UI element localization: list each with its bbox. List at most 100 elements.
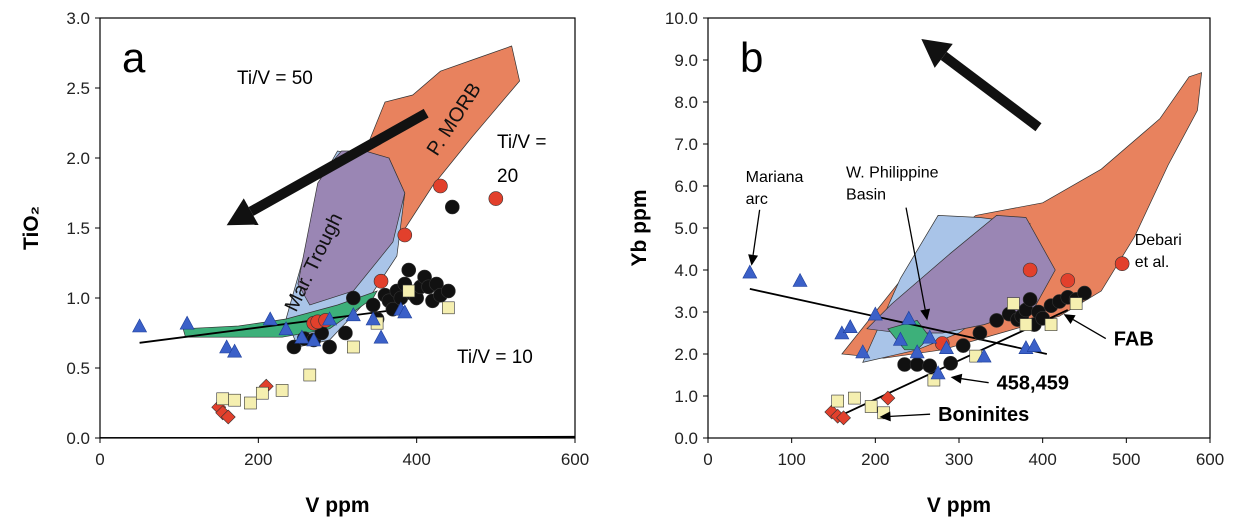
- annotation-arrow: [890, 414, 930, 416]
- data-point-triangle: [180, 316, 194, 329]
- data-point-square: [256, 387, 268, 399]
- y-tick-label: 5.0: [674, 219, 698, 238]
- plot-area: [743, 73, 1202, 425]
- data-point-circle: [445, 200, 459, 214]
- x-tick-label: 200: [244, 450, 272, 469]
- data-point-circle: [910, 358, 924, 372]
- x-tick-label: 0: [703, 450, 712, 469]
- y-tick-label: 0.0: [66, 429, 90, 448]
- data-point-circle: [489, 192, 503, 206]
- x-tick-label: 600: [561, 450, 589, 469]
- annotation-arrow-head: [748, 254, 758, 266]
- data-point-square: [832, 395, 844, 407]
- y-tick-label: 2.5: [66, 79, 90, 98]
- data-point-circle: [923, 359, 937, 373]
- panel-b: 0 100 200 300 400 500 600 0.0 1.0 2.0 3.0 4.0 5.0 6.0…: [628, 9, 1224, 517]
- y-tick-label: 1.0: [674, 387, 698, 406]
- data-point-square: [442, 302, 454, 314]
- data-point-triangle: [133, 319, 147, 332]
- y-axis-label: TiO₂: [20, 206, 43, 250]
- data-point-circle: [441, 284, 455, 298]
- plot-area: [100, 46, 575, 438]
- data-point-circle: [944, 356, 958, 370]
- annotation-label-line2: et al.: [1135, 254, 1170, 271]
- data-point-square: [1070, 298, 1082, 310]
- x-tick-label: 500: [1112, 450, 1140, 469]
- data-point-square: [276, 384, 288, 396]
- data-point-square: [217, 393, 229, 405]
- data-point-square: [244, 397, 256, 409]
- data-point-square: [304, 369, 316, 381]
- data-point-circle: [1023, 263, 1037, 277]
- y-tick-label: 10.0: [665, 9, 698, 28]
- data-point-square: [1020, 319, 1032, 331]
- data-point-square: [848, 392, 860, 404]
- data-point-circle: [433, 179, 447, 193]
- data-point-circle: [1115, 257, 1129, 271]
- y-tick-label: 3.0: [674, 303, 698, 322]
- data-point-square: [403, 285, 415, 297]
- data-point-square: [1007, 298, 1019, 310]
- panel-label: b: [740, 34, 763, 81]
- y-tick-label: 6.0: [674, 177, 698, 196]
- data-point-circle: [402, 263, 416, 277]
- y-tick-label: 4.0: [674, 261, 698, 280]
- y-tick-label: 3.0: [66, 9, 90, 28]
- annotation-arrow-head: [951, 374, 963, 384]
- annotation-arrow: [1073, 320, 1106, 339]
- data-point-circle: [990, 313, 1004, 327]
- data-point-triangle: [1027, 339, 1041, 352]
- annotation-arrow: [962, 379, 989, 383]
- annotation-label: 458,459: [997, 373, 1069, 395]
- x-tick-label: 400: [1028, 450, 1056, 469]
- x-tick-label: 200: [861, 450, 889, 469]
- data-point-circle: [346, 291, 360, 305]
- y-tick-label: 1.5: [66, 219, 90, 238]
- ratio-label-20-value: 20: [497, 166, 518, 187]
- data-point-triangle: [743, 265, 757, 278]
- y-tick-label: 8.0: [674, 93, 698, 112]
- y-tick-label: 2.0: [674, 345, 698, 364]
- ratio-label-10: Ti/V = 10: [457, 347, 533, 368]
- data-point-circle: [323, 340, 337, 354]
- data-point-triangle: [793, 274, 807, 287]
- annotation-label: Boninites: [938, 404, 1029, 426]
- data-point-circle: [898, 358, 912, 372]
- x-tick-label: 100: [777, 450, 805, 469]
- x-axis-label: V ppm: [927, 494, 991, 517]
- annotation-label: Debari: [1135, 232, 1182, 249]
- data-point-circle: [338, 326, 352, 340]
- panel-label: a: [122, 34, 146, 81]
- x-tick-label: 600: [1196, 450, 1224, 469]
- data-point-circle: [956, 339, 970, 353]
- ratio-label-50: Ti/V = 50: [237, 68, 313, 89]
- ratio-label-20: Ti/V =: [497, 132, 546, 153]
- data-point-square: [347, 341, 359, 353]
- annotation-label-line2: arc: [746, 191, 768, 208]
- data-point-diamond: [881, 391, 895, 405]
- data-point-triangle: [263, 312, 277, 325]
- data-point-circle: [1023, 292, 1037, 306]
- data-point-circle: [366, 298, 380, 312]
- data-point-triangle: [843, 320, 857, 333]
- y-tick-label: 7.0: [674, 135, 698, 154]
- y-tick-label: 2.0: [66, 149, 90, 168]
- x-tick-label: 400: [402, 450, 430, 469]
- y-axis-label: Yb ppm: [628, 190, 651, 267]
- data-point-circle: [1061, 274, 1075, 288]
- trend-arrow: [944, 56, 1039, 127]
- data-point-circle: [398, 228, 412, 242]
- x-tick-label: 300: [945, 450, 973, 469]
- data-point-square: [1045, 319, 1057, 331]
- y-tick-label: 0.5: [66, 359, 90, 378]
- y-tick-label: 9.0: [674, 51, 698, 70]
- y-tick-label: 0.0: [674, 429, 698, 448]
- data-point-square: [229, 394, 241, 406]
- annotation-arrow: [753, 210, 760, 255]
- data-point-square: [865, 401, 877, 413]
- annotation-label: W. Philippine: [846, 165, 939, 182]
- data-point-triangle: [374, 330, 388, 343]
